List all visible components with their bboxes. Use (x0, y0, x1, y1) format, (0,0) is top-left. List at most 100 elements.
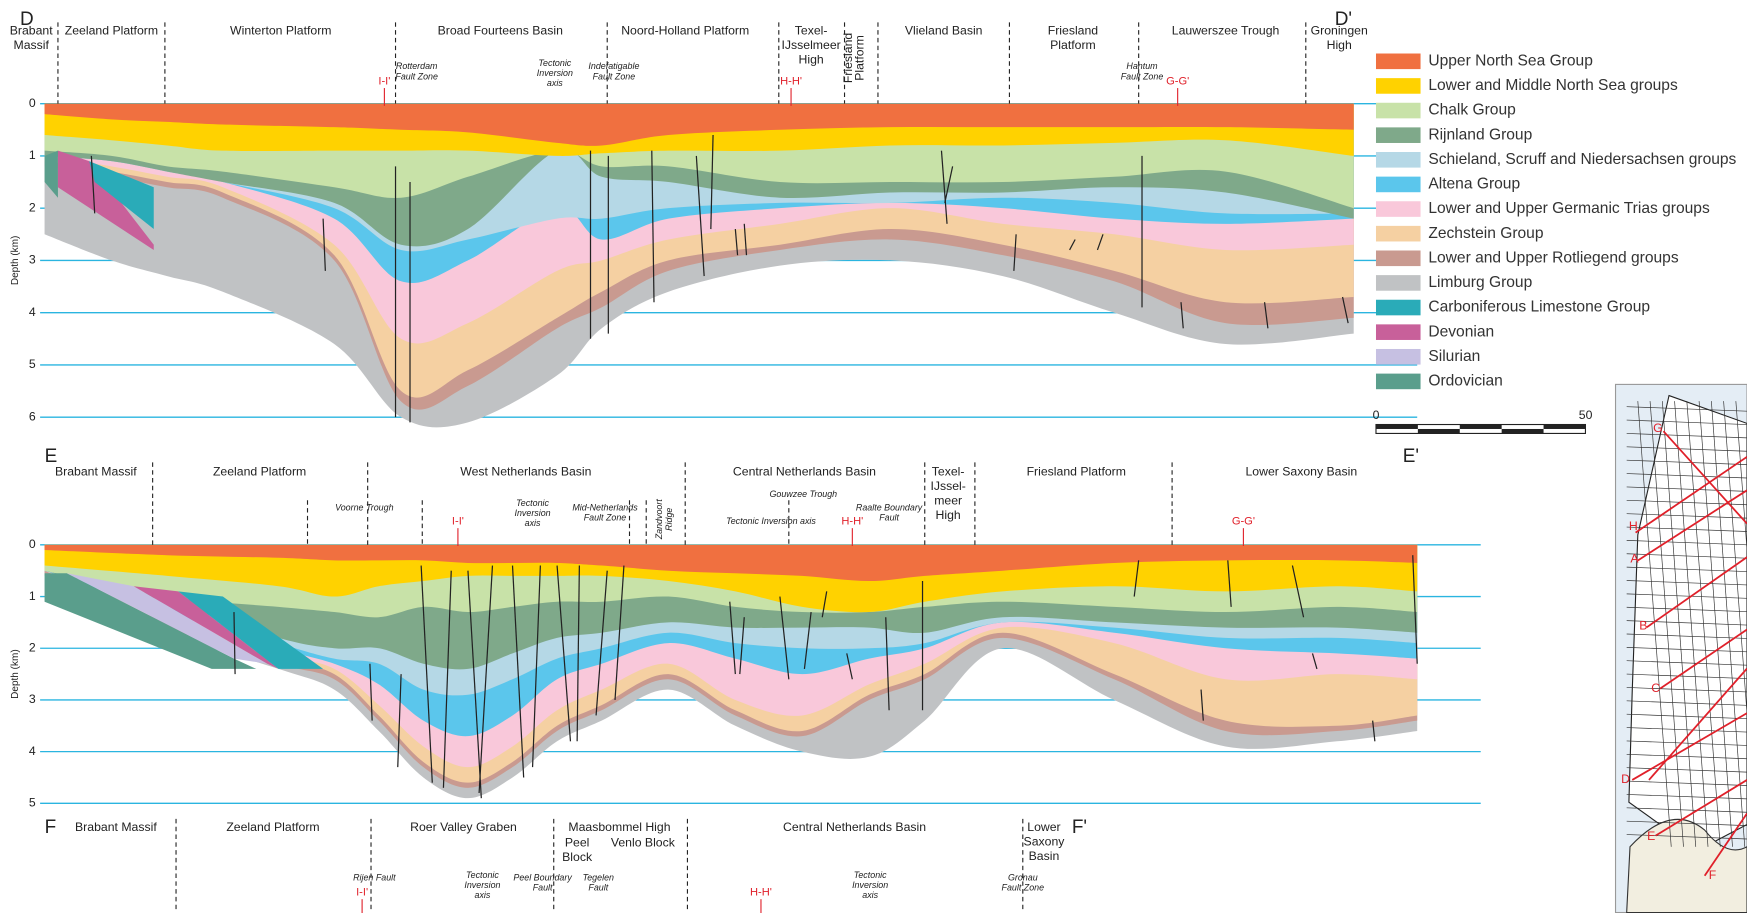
map-section-line (1662, 430, 1747, 525)
strata-wedge (178, 591, 324, 669)
legend-swatch (1375, 299, 1421, 316)
fault (940, 150, 948, 224)
fault (885, 617, 890, 711)
depth-tick-label: 5 (29, 357, 36, 371)
strata-layer (44, 103, 1354, 146)
map-grid (1626, 473, 1747, 479)
fault (651, 150, 655, 303)
legend-swatch (1375, 102, 1421, 119)
depth-tick-label: 4 (29, 305, 36, 319)
region-label: Platform (852, 35, 866, 81)
map-grid (1626, 633, 1747, 639)
fault (729, 601, 736, 675)
legend-label: Silurian (1428, 348, 1480, 365)
fault (576, 565, 580, 742)
scale-segment (1459, 424, 1502, 429)
feature-label: Indefatigable (588, 61, 639, 71)
legend-swatch (1375, 348, 1421, 365)
depth-tick-label: 4 (29, 744, 36, 758)
feature-label: Inversion (852, 880, 888, 890)
fault (846, 653, 853, 680)
fault (322, 218, 326, 271)
fault (1341, 296, 1349, 324)
depth-tick-label: 2 (29, 640, 36, 654)
fault (1069, 239, 1076, 251)
section-end: E' (1403, 446, 1419, 467)
section-start: F (45, 817, 57, 838)
region-label: Roer Valley Graben (410, 820, 517, 834)
map-grid (1626, 740, 1747, 746)
depth-tick-label: 3 (29, 253, 36, 267)
fault (531, 565, 541, 768)
feature-label: Inversion (514, 508, 550, 518)
region-label: Block (562, 850, 593, 864)
map-grid (1637, 401, 1672, 847)
map-label: H (1629, 519, 1638, 533)
feature-label: Raalte Boundary (856, 502, 923, 512)
map-section-line (1655, 779, 1747, 837)
feature-label: Voorne Trough (335, 502, 393, 512)
legend-label: Chalk Group (1428, 102, 1516, 119)
map-section-line (1635, 456, 1747, 534)
map-section-line (1646, 556, 1747, 629)
fault (1311, 653, 1318, 670)
region-label: Broad Fourteens Basin (438, 23, 563, 37)
fault (1133, 560, 1140, 597)
feature-label: Tectonic (466, 870, 499, 880)
section-crossing: I-I' (452, 515, 464, 527)
map-grid (1711, 401, 1746, 847)
fault (821, 591, 828, 618)
depth-tick-label: 0 (29, 537, 36, 551)
legend-label: Lower and Middle North Sea groups (1428, 77, 1678, 94)
feature-label: axis (547, 78, 563, 88)
map-grid (1626, 459, 1747, 465)
map-grid (1626, 580, 1747, 586)
map-section-line (1637, 489, 1747, 562)
feature-label: Tegelen (583, 872, 614, 882)
map-label: F (1709, 868, 1716, 882)
map-grid (1626, 433, 1747, 439)
map-section-line (1659, 628, 1747, 690)
strata-wedge (44, 573, 257, 669)
fault (944, 166, 954, 204)
scale-segment (1501, 428, 1544, 434)
fault (233, 612, 236, 675)
depth-axis-label: Depth (km) (10, 649, 21, 699)
fault (1412, 555, 1418, 664)
legend-swatch (1375, 324, 1421, 340)
region-label: Vlieland Basin (905, 23, 983, 37)
region-label: Groningen (1311, 23, 1368, 37)
depth-tick-label: 1 (29, 589, 36, 603)
scale-segment (1543, 424, 1586, 429)
feature-label: axis (475, 890, 491, 900)
feature-label: Fault Zone (1002, 882, 1045, 892)
map-label: B (1639, 618, 1647, 632)
map-label: C (1651, 681, 1660, 695)
fault (420, 565, 433, 783)
feature-label: Tectonic (538, 58, 571, 68)
map-grid (1626, 620, 1747, 626)
section-crossing: I-I' (356, 886, 368, 898)
map-grid (1626, 753, 1747, 760)
fault (1372, 720, 1376, 742)
map-section-line (1648, 667, 1747, 781)
map-grid (1626, 647, 1747, 653)
map-grid (1626, 834, 1747, 840)
legend-label: Schieland, Scruff and Niedersachsen grou… (1428, 151, 1736, 168)
region-label: Friesland Platform (1027, 465, 1126, 479)
map-grid (1626, 419, 1747, 425)
region-label: Lauwerszee Trough (1172, 23, 1280, 37)
map-label: G (1653, 421, 1663, 435)
section-start: D (20, 9, 34, 30)
legend-swatch (1375, 78, 1421, 94)
feature-label: Fault Zone (584, 512, 627, 522)
section-crossing: I-I' (378, 75, 390, 87)
map-grid (1626, 540, 1747, 546)
map-grid (1626, 713, 1747, 719)
region-label: High (1327, 38, 1352, 52)
legend-label: Carboniferous Limestone Group (1428, 299, 1650, 316)
fault (478, 565, 494, 794)
